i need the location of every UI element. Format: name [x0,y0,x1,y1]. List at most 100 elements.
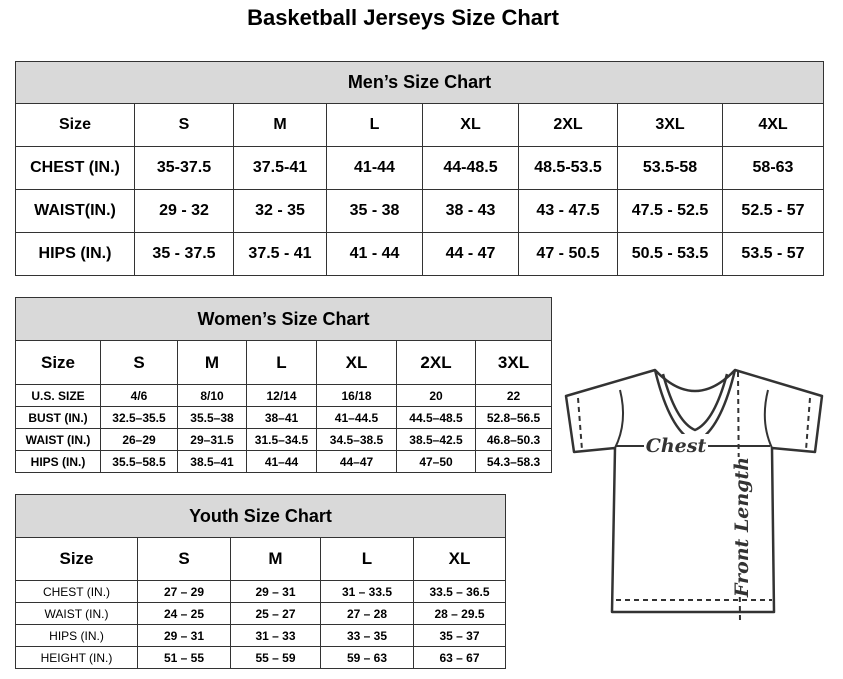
measurement-cell: 47–50 [396,450,476,473]
measurement-cell: 16/18 [316,384,397,407]
men-chart-heading: Men’s Size Chart [15,61,824,104]
measurement-label: HEIGHT (IN.) [15,646,138,669]
measurement-cell: 50.5 - 53.5 [617,232,723,276]
table-row: HEIGHT (IN.) 51 – 55 55 – 59 59 – 63 63 – 67 [15,646,507,669]
size-column-header: L [320,537,414,581]
size-column-header: M [177,340,247,385]
measurement-cell: 46.8–50.3 [474,428,553,451]
measurement-cell: 41–44.5 [316,406,397,429]
size-label: Size [15,537,138,581]
measurement-cell: 53.5-58 [617,146,723,190]
measurement-cell: 4/6 [100,384,178,407]
measurement-cell: 44-48.5 [422,146,519,190]
chest-label: Chest [646,435,707,457]
measurement-cell: 32.5–35.5 [100,406,178,429]
measurement-cell: 37.5-41 [233,146,327,190]
measurement-cell: 63 – 67 [412,646,507,669]
size-column-header: 2XL [396,340,476,385]
measurement-cell: 28 – 29.5 [412,602,507,625]
size-column-header: L [246,340,317,385]
youth-chart-heading: Youth Size Chart [14,494,507,538]
size-header-row: Size S M L XL [15,537,507,581]
size-column-header: 4XL [722,103,824,147]
table-row: WAIST (IN.) 24 – 25 25 – 27 27 – 28 28 – 29.… [15,602,507,625]
measurement-label: HIPS (IN.) [15,450,101,473]
womens-size-table: Women’s Size Chart Size S M L XL 2XL 3XL U.S. SI… [14,297,553,473]
table-row: CHEST (IN.) 27 – 29 29 – 31 31 – 33.5 33.5 –… [15,580,507,603]
front-length-label: Front Length [731,457,753,598]
measurement-label: U.S. SIZE [15,384,101,407]
measurement-label: HIPS (IN.) [15,624,138,647]
measurement-cell: 27 – 29 [137,580,231,603]
size-column-header: S [137,537,231,581]
measurement-cell: 38–41 [246,406,317,429]
measurement-cell: 38.5–41 [177,450,247,473]
size-column-header: L [326,103,423,147]
measurement-cell: 33 – 35 [320,624,414,647]
measurement-cell: 20 [396,384,476,407]
size-column-header: M [233,103,327,147]
measurement-cell: 35.5–58.5 [100,450,178,473]
measurement-cell: 52.5 - 57 [722,189,824,233]
measurement-cell: 55 – 59 [230,646,321,669]
table-row: WAIST (IN.) 26–29 29–31.5 31.5–34.5 34.5–38.… [15,428,553,451]
measurement-cell: 32 - 35 [233,189,327,233]
measurement-cell: 58-63 [722,146,824,190]
measurement-cell: 47.5 - 52.5 [617,189,723,233]
measurement-cell: 35 – 37 [412,624,507,647]
measurement-cell: 44–47 [316,450,397,473]
table-row: WAIST(IN.) 29 - 32 32 - 35 35 - 38 38 - 43 43… [15,189,824,233]
measurement-cell: 29 – 31 [230,580,321,603]
table-row: HIPS (IN.) 29 – 31 31 – 33 33 – 35 35 – 37 [15,624,507,647]
size-column-header: XL [422,103,519,147]
measurement-cell: 29 – 31 [137,624,231,647]
jersey-outline [564,368,824,614]
measurement-cell: 37.5 - 41 [233,232,327,276]
measurement-label: WAIST(IN.) [15,189,135,233]
youth-size-table: Youth Size Chart Size S M L XL CHEST (IN.) 27 –… [14,494,507,669]
size-column-header: 3XL [474,340,553,385]
size-header-row: Size S M L XL 2XL 3XL 4XL [15,103,824,147]
measurement-cell: 38 - 43 [422,189,519,233]
measurement-cell: 8/10 [177,384,247,407]
measurement-cell: 12/14 [246,384,317,407]
measurement-cell: 31.5–34.5 [246,428,317,451]
measurement-cell: 53.5 - 57 [722,232,824,276]
measurement-cell: 34.5–38.5 [316,428,397,451]
measurement-label: CHEST (IN.) [15,580,138,603]
size-label: Size [15,340,101,385]
women-chart-heading: Women’s Size Chart [14,297,553,341]
measurement-label: HIPS (IN.) [15,232,135,276]
measurement-cell: 51 – 55 [137,646,231,669]
measurement-label: WAIST (IN.) [15,602,138,625]
measurement-cell: 35-37.5 [134,146,234,190]
measurement-cell: 44.5–48.5 [396,406,476,429]
measurement-cell: 31 – 33 [230,624,321,647]
measurement-cell: 38.5–42.5 [396,428,476,451]
measurement-cell: 29–31.5 [177,428,247,451]
table-row: BUST (IN.) 32.5–35.5 35.5–38 38–41 41–44.5 44… [15,406,553,429]
measurement-cell: 35 - 37.5 [134,232,234,276]
measurement-cell: 27 – 28 [320,602,414,625]
size-label: Size [15,103,135,147]
size-column-header: S [100,340,178,385]
measurement-cell: 26–29 [100,428,178,451]
page-title: Basketball Jerseys Size Chart [247,5,559,30]
measurement-cell: 41–44 [246,450,317,473]
size-column-header: M [230,537,321,581]
size-column-header: 2XL [518,103,618,147]
measurement-cell: 59 – 63 [320,646,414,669]
measurement-cell: 41 - 44 [326,232,423,276]
measurement-cell: 31 – 33.5 [320,580,414,603]
measurement-cell: 41-44 [326,146,423,190]
measurement-cell: 33.5 – 36.5 [412,580,507,603]
measurement-cell: 44 - 47 [422,232,519,276]
measurement-cell: 54.3–58.3 [474,450,553,473]
mens-size-table: Men’s Size Chart Size S M L XL 2XL 3XL 4XL CHEST … [15,61,824,276]
measurement-cell: 29 - 32 [134,189,234,233]
size-column-header: 3XL [617,103,723,147]
table-row: U.S. SIZE 4/6 8/10 12/14 16/18 20 22 [15,384,553,407]
table-row: HIPS (IN.) 35 - 37.5 37.5 - 41 41 - 44 44 - … [15,232,824,276]
measurement-cell: 35 - 38 [326,189,423,233]
measurement-cell: 22 [474,384,553,407]
